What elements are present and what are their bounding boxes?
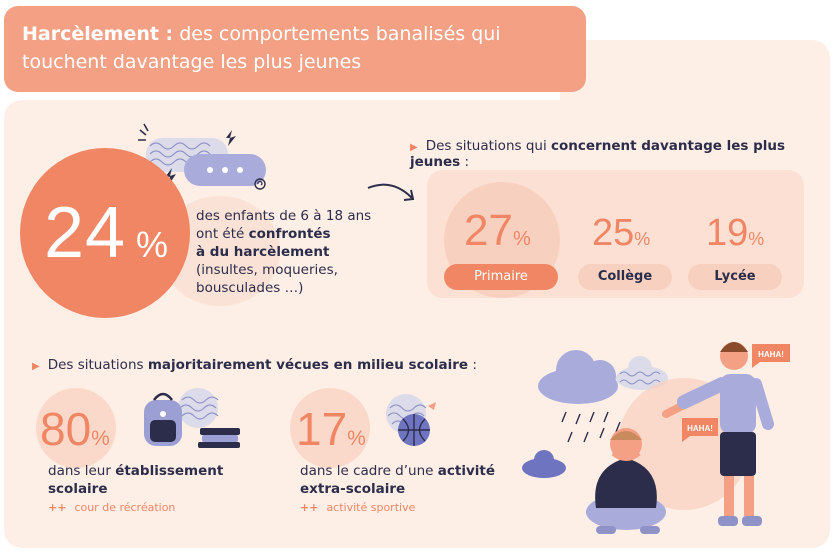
backpack-books-icon — [144, 388, 240, 448]
level-value-lycee: 19% — [706, 212, 764, 255]
stat-unit: % — [347, 427, 366, 450]
triangle-bullet-icon: ▶ — [32, 361, 40, 372]
stat-text-line-2: extra-scolaire — [300, 480, 495, 498]
triangle-bullet-icon: ▶ — [410, 142, 418, 153]
page-title: Harcèlement : des comportements banalisé… — [22, 20, 568, 76]
headline-line-5: bousculades …) — [196, 280, 304, 296]
stat-text-bold: extra-scolaire — [300, 481, 406, 497]
headline-line-1: des enfants de 6 à 18 ans — [196, 208, 372, 224]
stat-circle-school — [36, 388, 116, 468]
stat-text-line-1: dans leur établissement — [48, 462, 223, 480]
level-label-college: Collège — [578, 264, 672, 290]
level-label-primaire: Primaire — [444, 264, 558, 290]
stat-text-pre: dans le cadre d’une — [300, 463, 438, 479]
levels-heading: ▶ Des situations qui concernent davantage… — [410, 138, 834, 170]
level-label-lycee: Lycée — [688, 264, 782, 290]
stat-text-line-2: scolaire — [48, 480, 223, 498]
stat-value-extra: 17% — [296, 402, 366, 456]
level-value-college: 25% — [592, 212, 650, 255]
laugh-bubble-1: HAHA! — [758, 350, 784, 359]
ball-icon — [386, 394, 436, 446]
level-unit: % — [512, 228, 531, 250]
stat-text-bold: activité — [437, 463, 495, 479]
headline-line-2-bold: confrontés — [248, 226, 331, 242]
level-number: 27 — [464, 206, 513, 255]
level-unit: % — [634, 229, 651, 249]
headline-circle — [20, 148, 190, 318]
title-bold: Harcèlement : — [22, 23, 174, 45]
stat-unit: % — [91, 427, 110, 450]
stat-text-bold: établissement — [115, 463, 224, 479]
stat-text-bold: scolaire — [48, 481, 108, 497]
curved-arrow-icon — [367, 183, 415, 201]
school-heading: ▶ Des situations majoritairement vécues e… — [32, 357, 477, 373]
headline-line-2: ont été confrontés — [196, 225, 376, 243]
headline-line-2-pre: ont été — [196, 226, 249, 242]
plus-marker: ++ — [300, 501, 319, 514]
headline-value: 24 — [44, 193, 127, 273]
level-value-primaire: 27% — [464, 206, 531, 256]
level-number: 25 — [592, 212, 635, 254]
headline-line-4: (insultes, moqueries, — [196, 262, 338, 278]
school-heading-pre: Des situations — [47, 357, 148, 373]
laugh-bubble-2: HAHA! — [687, 424, 713, 433]
stat-value-school: 80% — [40, 402, 110, 456]
stat-detail-text: cour de récréation — [74, 501, 176, 514]
headline-description: des enfants de 6 à 18 ans ont été confro… — [196, 207, 376, 297]
stat-number: 80 — [40, 403, 92, 455]
bullying-illustration: HAHA! HAHA! — [522, 342, 790, 534]
levels-heading-pre: Des situations qui — [425, 138, 551, 154]
school-heading-bold: majoritairement vécues en milieu scolair… — [147, 357, 469, 373]
stat-circle-extra — [290, 388, 370, 468]
school-heading-post: : — [468, 357, 477, 373]
stat-text-extra: dans le cadre d’une activité extra-scola… — [300, 462, 495, 498]
stat-number: 17 — [296, 403, 348, 455]
headline-unit: % — [136, 224, 169, 265]
headline-line-3-bold: à du harcèlement — [196, 244, 330, 260]
stat-text-pre: dans leur — [48, 463, 116, 479]
stat-text-line-1: dans le cadre d’une activité — [300, 462, 495, 480]
chat-bubbles-icon — [138, 123, 266, 190]
plus-marker: ++ — [48, 501, 67, 514]
title-banner: Harcèlement : des comportements banalisé… — [4, 6, 586, 92]
headline-line-3: à du harcèlement — [196, 243, 376, 261]
stat-text-school: dans leur établissement scolaire — [48, 462, 223, 498]
stat-detail-text: activité sportive — [326, 501, 416, 514]
title-rest: des comportements banalisés qui touchent… — [22, 23, 501, 73]
level-number: 19 — [706, 212, 749, 254]
level-unit: % — [748, 229, 765, 249]
levels-heading-bold: concernent davantage les plus jeunes — [410, 138, 786, 170]
levels-heading-post: : — [460, 154, 470, 170]
stat-detail-school: ++ cour de récréation — [48, 501, 175, 514]
stat-detail-extra: ++ activité sportive — [300, 501, 415, 514]
